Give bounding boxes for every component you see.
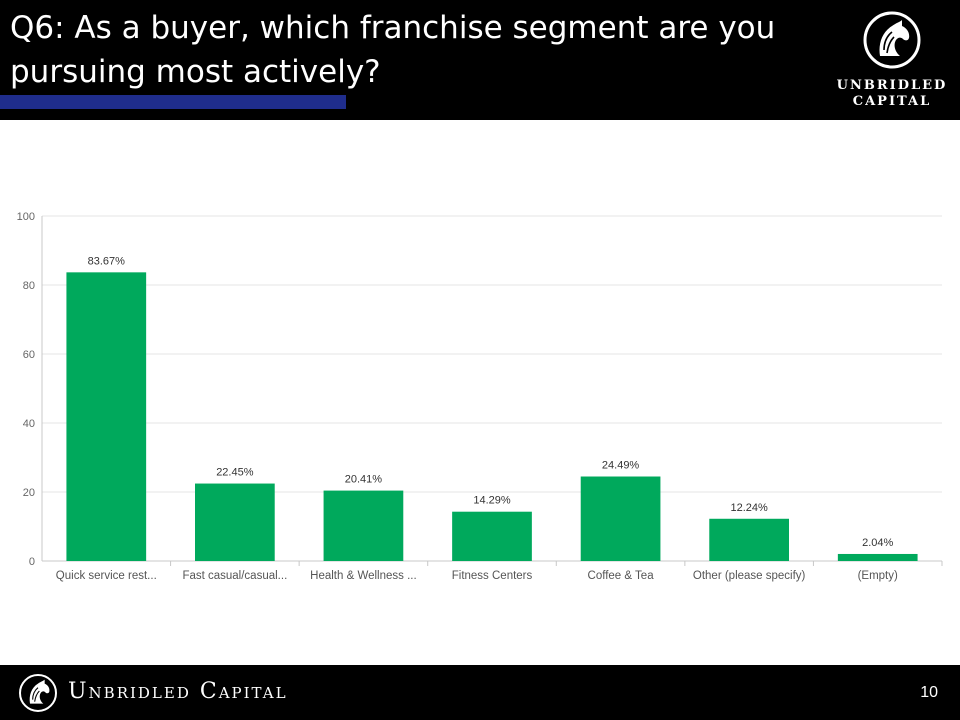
data-label: 2.04% <box>862 537 893 549</box>
chart-bars <box>66 272 918 561</box>
x-tick-label: Fast casual/casual... <box>182 570 287 582</box>
data-label: 83.67% <box>88 255 126 267</box>
footer-brand: Unbridled Capital <box>68 679 288 704</box>
horse-head-icon <box>19 674 57 712</box>
page-number: 10 <box>920 684 938 701</box>
logo-text-line2: CAPITAL <box>852 94 932 109</box>
slide-header: Q6: As a buyer, which franchise segment … <box>0 0 960 120</box>
data-label: 22.45% <box>216 467 254 479</box>
title-accent-bar <box>0 95 346 109</box>
data-labels: 83.67% 22.45% 20.41% 14.29% 24.49% 12.24% 2.04… <box>88 255 894 549</box>
bar <box>709 518 789 561</box>
x-axis-ticks: Quick service rest... Fast casual/casual.… <box>56 561 943 582</box>
x-tick-label: Quick service rest... <box>56 570 157 582</box>
data-label: 24.49% <box>602 460 640 472</box>
x-tick-label: Coffee & Tea <box>588 570 655 582</box>
bar <box>323 490 404 561</box>
x-tick-label: (Empty) <box>858 570 898 582</box>
x-tick-label: Fitness Centers <box>452 570 533 582</box>
y-tick-label: 20 <box>23 487 35 499</box>
y-tick-label: 100 <box>17 211 35 223</box>
logo-wordmark: UNBRIDLED CAPITAL <box>836 78 948 110</box>
chart-gridlines <box>41 215 942 562</box>
bar <box>580 476 661 561</box>
bar <box>195 483 275 561</box>
bar <box>452 511 532 561</box>
y-tick-label: 0 <box>29 556 35 568</box>
x-tick-label: Health & Wellness ... <box>310 570 417 582</box>
data-label: 14.29% <box>473 495 511 507</box>
x-tick-label: Other (please specify) <box>693 570 806 582</box>
slide-title: Q6: As a buyer, which franchise segment … <box>10 10 776 90</box>
y-tick-label: 80 <box>23 280 35 292</box>
data-label: 12.24% <box>730 502 768 514</box>
bar-chart: 0 20 40 60 80 100 83.67% 22.45% 20.41% 14.29% 24.… <box>17 211 943 582</box>
unbridled-capital-logo: UNBRIDLED CAPITAL <box>836 6 956 114</box>
logo-text-line1: UNBRIDLED <box>836 78 948 93</box>
y-axis-ticks: 0 20 40 60 80 100 <box>17 211 35 568</box>
data-label: 20.41% <box>345 474 383 486</box>
horse-head-icon <box>863 11 921 69</box>
bar <box>66 272 147 561</box>
bar <box>837 553 918 561</box>
y-tick-label: 40 <box>23 418 35 430</box>
y-tick-label: 60 <box>23 349 35 361</box>
slide-footer: Unbridled Capital 10 <box>0 665 960 720</box>
